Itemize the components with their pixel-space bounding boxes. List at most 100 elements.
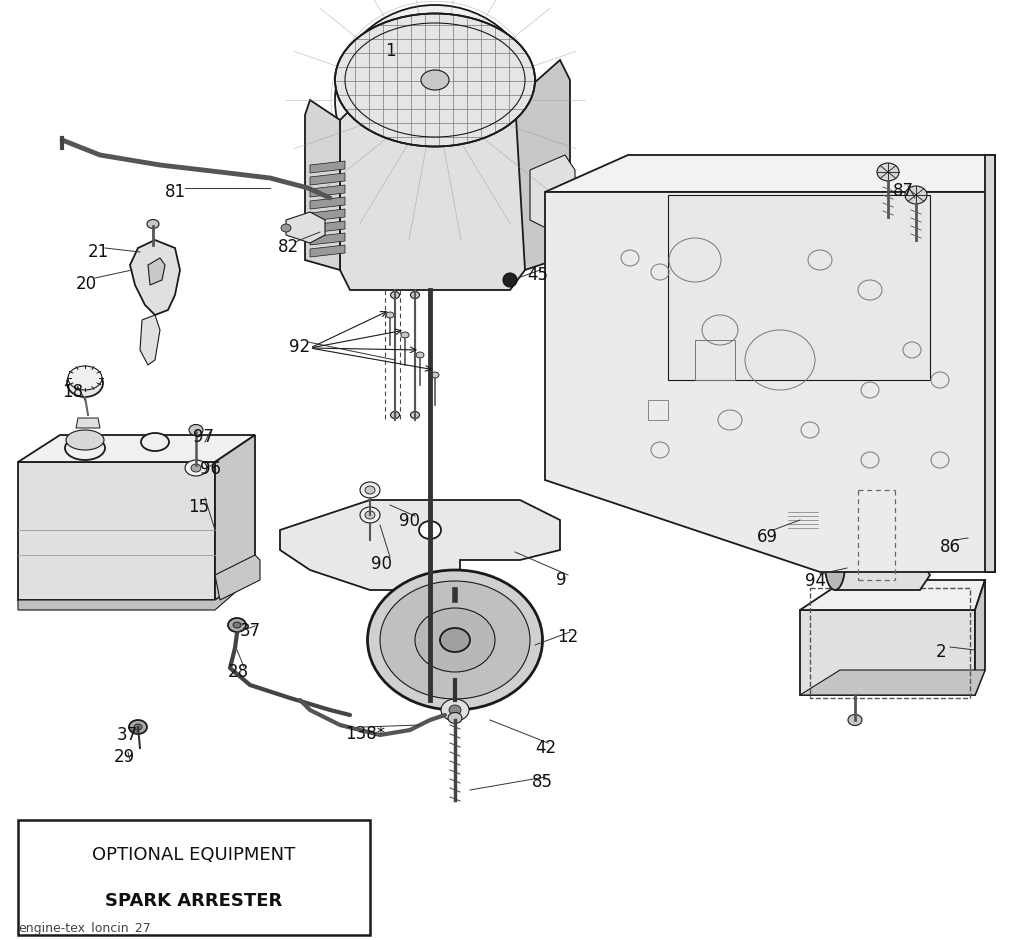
Text: 20: 20 [76,275,97,293]
Ellipse shape [449,713,462,724]
Polygon shape [130,240,180,315]
Ellipse shape [189,425,203,435]
Ellipse shape [411,412,420,418]
Polygon shape [787,502,820,535]
Polygon shape [975,580,985,695]
Polygon shape [310,161,345,173]
Ellipse shape [401,332,409,338]
Ellipse shape [66,430,104,450]
Polygon shape [18,820,370,935]
Text: 2: 2 [936,643,946,661]
Ellipse shape [411,291,420,299]
Polygon shape [18,435,255,462]
Polygon shape [668,195,930,380]
Ellipse shape [368,570,543,710]
Ellipse shape [360,507,380,523]
Ellipse shape [825,540,845,590]
Ellipse shape [141,433,169,451]
Polygon shape [280,500,560,590]
Polygon shape [340,100,525,290]
Text: 29: 29 [114,748,135,766]
Ellipse shape [365,486,375,494]
Polygon shape [310,173,345,185]
Text: 96: 96 [200,460,221,478]
Ellipse shape [134,724,142,730]
Ellipse shape [415,608,495,672]
Text: 21: 21 [88,243,110,261]
Ellipse shape [440,628,470,652]
Ellipse shape [147,220,159,228]
Text: 28: 28 [228,663,249,681]
Polygon shape [800,610,975,695]
Polygon shape [800,580,985,610]
Ellipse shape [441,699,469,721]
Ellipse shape [281,224,291,232]
Text: 85: 85 [532,773,553,791]
Ellipse shape [416,352,424,358]
Ellipse shape [877,163,899,181]
Polygon shape [800,670,985,695]
Ellipse shape [390,412,399,418]
Polygon shape [76,418,100,428]
Polygon shape [545,192,995,572]
Polygon shape [305,100,340,270]
Ellipse shape [189,452,211,468]
Text: SPARK ARRESTER: SPARK ARRESTER [105,891,283,910]
Polygon shape [350,18,525,100]
Ellipse shape [905,186,927,204]
Text: engine-tex_loncin_27: engine-tex_loncin_27 [18,922,151,935]
Text: 12: 12 [557,628,579,646]
Text: 82: 82 [278,238,299,256]
Polygon shape [215,435,255,600]
Text: 81: 81 [165,183,186,201]
Text: 37: 37 [117,726,138,744]
Polygon shape [310,209,345,221]
Text: 15: 15 [188,498,209,516]
Ellipse shape [390,291,399,299]
Text: 9: 9 [556,571,566,589]
Ellipse shape [449,705,461,715]
Ellipse shape [355,24,515,176]
Polygon shape [18,462,215,600]
Text: 42: 42 [535,739,556,757]
Polygon shape [310,233,345,245]
Polygon shape [215,555,260,600]
Polygon shape [310,185,345,197]
Ellipse shape [233,622,241,628]
Ellipse shape [185,460,207,476]
Text: 86: 86 [940,538,961,556]
Text: 45: 45 [527,266,548,284]
Polygon shape [930,520,975,556]
Ellipse shape [195,456,205,464]
Text: 90: 90 [371,555,392,573]
Text: 92: 92 [289,338,310,356]
Ellipse shape [418,84,453,116]
Ellipse shape [503,273,517,287]
Ellipse shape [335,5,535,195]
Text: 1: 1 [385,42,395,60]
Text: 37: 37 [240,622,261,640]
Text: 97: 97 [193,428,214,446]
Polygon shape [148,258,165,285]
Ellipse shape [380,581,530,699]
Ellipse shape [365,511,375,519]
Polygon shape [985,155,995,572]
Polygon shape [530,155,575,235]
Text: 69: 69 [757,528,778,546]
Ellipse shape [848,714,862,726]
Ellipse shape [67,369,103,397]
Text: 90: 90 [399,512,420,530]
Polygon shape [310,245,345,257]
Polygon shape [310,197,345,209]
Polygon shape [286,212,325,243]
Polygon shape [515,60,570,270]
Ellipse shape [335,13,535,147]
Polygon shape [545,155,995,192]
Text: 94: 94 [805,572,826,590]
Ellipse shape [68,366,102,390]
Polygon shape [835,540,930,590]
Ellipse shape [228,618,246,632]
Polygon shape [310,221,345,233]
Ellipse shape [129,720,147,734]
Polygon shape [18,575,255,610]
